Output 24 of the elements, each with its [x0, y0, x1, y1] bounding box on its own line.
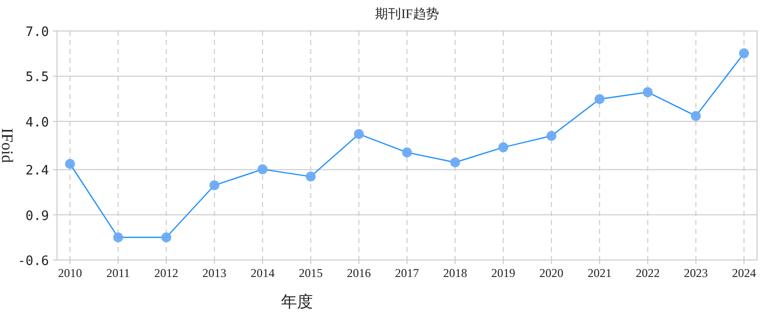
y-tick-label: -0.6 — [18, 254, 49, 269]
y-tick-label: 0.9 — [26, 208, 49, 224]
x-tick-label: 2022 — [636, 266, 660, 280]
x-tick-label: 2024 — [732, 266, 756, 280]
x-tick-label: 2020 — [539, 266, 564, 280]
x-tick-label: 2023 — [684, 266, 708, 280]
y-axis-title: IFoid — [0, 128, 15, 163]
x-tick-label: 2013 — [202, 266, 226, 280]
x-tick-label: 2014 — [250, 266, 275, 280]
x-tick-label: 2016 — [346, 266, 371, 280]
x-tick-label: 2019 — [491, 266, 516, 280]
x-axis-title: 年度 — [281, 293, 313, 311]
x-tick-label: 2010 — [58, 266, 82, 280]
y-tick-label: 4.0 — [26, 115, 49, 130]
x-tick-label: 2021 — [588, 266, 612, 280]
x-tick-label: 2018 — [443, 266, 468, 280]
y-tick-label: 7.0 — [26, 25, 49, 40]
x-tick-label: 2012 — [154, 266, 178, 280]
y-tick-label: 2.4 — [26, 164, 50, 179]
y-tick-label: 5.5 — [26, 70, 49, 86]
x-tick-label: 2017 — [395, 266, 419, 280]
chart-title: 期刊IF趋势 — [375, 6, 439, 21]
x-tick-label: 2015 — [298, 266, 323, 280]
x-tick-label: 2011 — [106, 266, 130, 280]
